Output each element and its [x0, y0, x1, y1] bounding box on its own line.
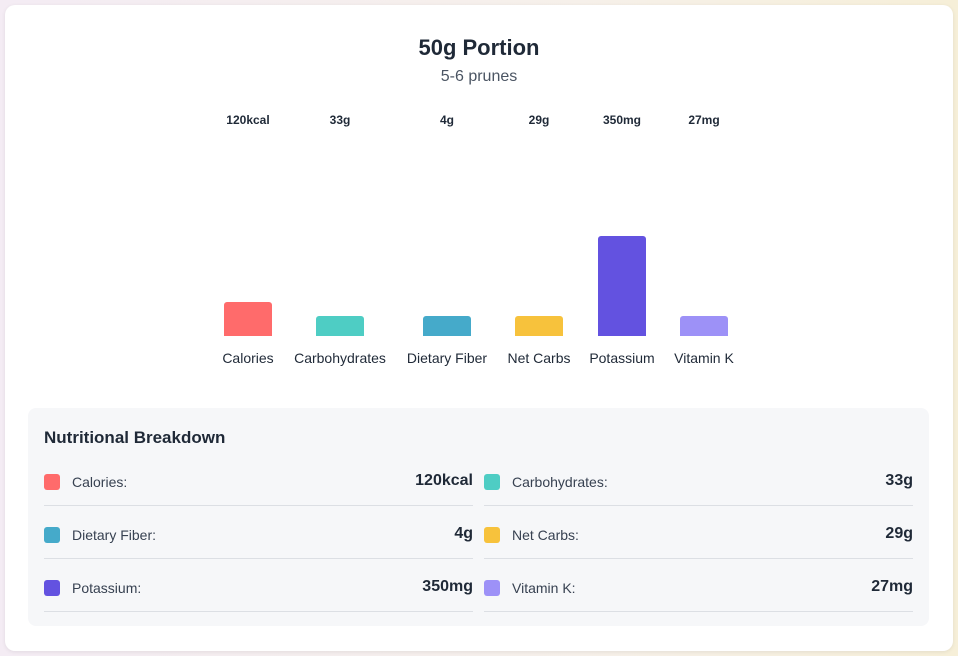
breakdown-label: Net Carbs:	[512, 527, 579, 543]
value-label-potassium: 350mg	[602, 113, 642, 127]
breakdown-value: 27mg	[871, 578, 913, 595]
value-label-net-carbs: 29g	[528, 113, 550, 127]
value-label-carbohydrates: 33g	[329, 113, 351, 127]
breakdown-row-calories: Calories: 120kcal	[44, 462, 473, 506]
chart-title: 50g Portion	[418, 35, 540, 60]
value-label-calories: 120kcal	[226, 113, 270, 127]
bar-net-carbs	[515, 316, 563, 336]
category-label-vitamin-k: Vitamin K	[674, 350, 734, 366]
breakdown-row-vitamin-k: Vitamin K: 27mg	[484, 568, 913, 612]
vitamin-k-swatch	[484, 580, 500, 596]
breakdown-value: 120kcal	[415, 472, 473, 489]
breakdown-label: Vitamin K:	[512, 580, 576, 596]
bar-chart: 120kcal Calories 33g Carbohydrates 4g Dietary…	[222, 113, 734, 366]
category-label-net-carbs: Net Carbs	[507, 350, 571, 366]
carbohydrates-swatch	[484, 474, 500, 490]
breakdown-label: Potassium:	[72, 580, 142, 596]
value-label-dietary-fiber: 4g	[439, 113, 454, 127]
potassium-swatch	[44, 580, 60, 596]
breakdown-label: Carbohydrates:	[512, 474, 608, 490]
breakdown-row-potassium: Potassium: 350mg	[44, 568, 473, 612]
breakdown-row-net-carbs: Net Carbs: 29g	[484, 515, 913, 559]
calories-swatch	[44, 474, 60, 490]
breakdown-row-dietary-fiber: Dietary Fiber: 4g	[44, 515, 473, 559]
breakdown-value: 29g	[885, 525, 913, 542]
bar-vitamin-k	[680, 316, 728, 336]
category-label-potassium: Potassium	[589, 350, 655, 366]
bar-calories	[224, 302, 272, 336]
breakdown-row-carbohydrates: Carbohydrates: 33g	[484, 462, 913, 506]
breakdown-label: Calories:	[72, 474, 128, 490]
nutritional-breakdown-panel: Nutritional Breakdown Calories: 120kcal …	[28, 408, 929, 626]
bar-dietary-fiber	[423, 316, 471, 336]
net-carbs-swatch	[484, 527, 500, 543]
breakdown-label: Dietary Fiber:	[72, 527, 157, 543]
bar-carbohydrates	[316, 316, 364, 336]
category-label-dietary-fiber: Dietary Fiber	[406, 350, 488, 366]
dietary-fiber-swatch	[44, 527, 60, 543]
breakdown-value: 33g	[885, 472, 913, 489]
category-label-carbohydrates: Carbohydrates	[294, 350, 386, 366]
breakdown-title: Nutritional Breakdown	[44, 428, 226, 447]
value-label-vitamin-k: 27mg	[688, 113, 720, 127]
chart-subtitle: 5-6 prunes	[440, 68, 518, 85]
breakdown-value: 350mg	[422, 578, 473, 595]
category-label-calories: Calories	[222, 350, 274, 366]
breakdown-value: 4g	[454, 525, 473, 542]
bar-potassium	[598, 236, 646, 336]
